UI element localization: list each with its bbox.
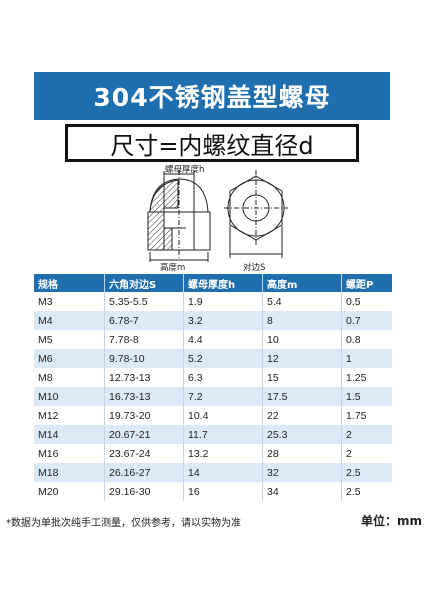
side-view-drawing (147, 170, 211, 262)
cell-pitch: 0.5 (341, 292, 392, 311)
cell-height: 8 (262, 311, 342, 330)
cell-across-flats: 7.78-8 (104, 330, 184, 349)
cell-height: 25.3 (262, 425, 342, 444)
cell-across-flats: 12.73-13 (104, 368, 184, 387)
cell-pitch: 1.75 (341, 406, 392, 425)
cell-spec: M6 (34, 349, 105, 368)
table-row: M5 7.78-8 4.4 10 0.8 (34, 330, 392, 349)
header-height: 高度m (262, 274, 342, 292)
cell-height: 32 (262, 463, 342, 482)
cell-spec: M14 (34, 425, 105, 444)
cell-thickness: 10.4 (183, 406, 263, 425)
cell-across-flats: 9.78-10 (104, 349, 184, 368)
header-spec: 规格 (34, 274, 105, 292)
cell-across-flats: 26.16-27 (104, 463, 184, 482)
cell-pitch: 2.5 (341, 463, 392, 482)
table-row: M3 5.35-5.5 1.9 5.4 0.5 (34, 292, 392, 311)
table-row: M18 26.16-27 14 32 2.5 (34, 463, 392, 482)
cell-pitch: 0.8 (341, 330, 392, 349)
cap-nut-diagram: 螺母厚度h 高度m 对边S (147, 164, 288, 273)
footnote: *数据为单批次纯手工测量，仅供参考，请以实物为准 (6, 518, 241, 529)
cell-pitch: 2 (341, 425, 392, 444)
table-row: M20 29.16-30 16 34 2.5 (34, 482, 392, 501)
cell-height: 17.5 (262, 387, 342, 406)
unit-label: 单位：mm (360, 514, 422, 528)
cell-height: 34 (262, 482, 342, 501)
header-across-flats: 六角对边S (104, 274, 184, 292)
cell-spec: M4 (34, 311, 105, 330)
cell-across-flats: 29.16-30 (104, 482, 184, 501)
cell-spec: M18 (34, 463, 105, 482)
cell-pitch: 1.5 (341, 387, 392, 406)
cell-height: 28 (262, 444, 342, 463)
height-label: 高度m (160, 262, 185, 273)
cell-spec: M5 (34, 330, 105, 349)
cell-across-flats: 19.73-20 (104, 406, 184, 425)
cell-pitch: 1.25 (341, 368, 392, 387)
cell-spec: M10 (34, 387, 105, 406)
cell-across-flats: 5.35-5.5 (104, 292, 184, 311)
subtitle-box: 尺寸=内螺纹直径d (65, 124, 359, 162)
cell-thickness: 14 (183, 463, 263, 482)
cell-pitch: 2 (341, 444, 392, 463)
cell-height: 12 (262, 349, 342, 368)
table-row: M14 20.67-21 11.7 25.3 2 (34, 425, 392, 444)
cell-thickness: 3.2 (183, 311, 263, 330)
table-row: M10 16.73-13 7.2 17.5 1.5 (34, 387, 392, 406)
table-row: M6 9.78-10 5.2 12 1 (34, 349, 392, 368)
title-banner: 304不锈钢盖型螺母 (34, 72, 390, 120)
spec-table: 规格 六角对边S 螺母厚度h 高度m 螺距P M3 5.35-5.5 1.9 5.4 0… (34, 274, 392, 501)
table-row: M16 23.67-24 13.2 28 2 (34, 444, 392, 463)
cell-spec: M8 (34, 368, 105, 387)
top-view-drawing (224, 170, 288, 258)
cell-thickness: 11.7 (183, 425, 263, 444)
cell-thickness: 5.2 (183, 349, 263, 368)
cell-across-flats: 23.67-24 (104, 444, 184, 463)
cell-height: 15 (262, 368, 342, 387)
cell-thickness: 13.2 (183, 444, 263, 463)
header-pitch: 螺距P (341, 274, 392, 292)
cell-across-flats: 16.73-13 (104, 387, 184, 406)
cell-spec: M20 (34, 482, 105, 501)
cell-pitch: 0.7 (341, 311, 392, 330)
cell-height: 10 (262, 330, 342, 349)
cell-height: 22 (262, 406, 342, 425)
cell-across-flats: 20.67-21 (104, 425, 184, 444)
cell-spec: M16 (34, 444, 105, 463)
cell-pitch: 2.5 (341, 482, 392, 501)
table-row: M12 19.73-20 10.4 22 1.75 (34, 406, 392, 425)
across-flats-label: 对边S (243, 262, 265, 273)
cell-thickness: 1.9 (183, 292, 263, 311)
cell-pitch: 1 (341, 349, 392, 368)
table-row: M4 6.78-7 3.2 8 0.7 (34, 311, 392, 330)
table-row: M8 12.73-13 6.3 15 1.25 (34, 368, 392, 387)
cell-spec: M12 (34, 406, 105, 425)
cell-thickness: 6.3 (183, 368, 263, 387)
cell-thickness: 4.4 (183, 330, 263, 349)
cell-thickness: 7.2 (183, 387, 263, 406)
cell-height: 5.4 (262, 292, 342, 311)
cell-across-flats: 6.78-7 (104, 311, 184, 330)
table-header-row: 规格 六角对边S 螺母厚度h 高度m 螺距P (34, 274, 392, 292)
thickness-label: 螺母厚度h (165, 164, 204, 175)
cell-spec: M3 (34, 292, 105, 311)
cell-thickness: 16 (183, 482, 263, 501)
header-thickness: 螺母厚度h (183, 274, 263, 292)
